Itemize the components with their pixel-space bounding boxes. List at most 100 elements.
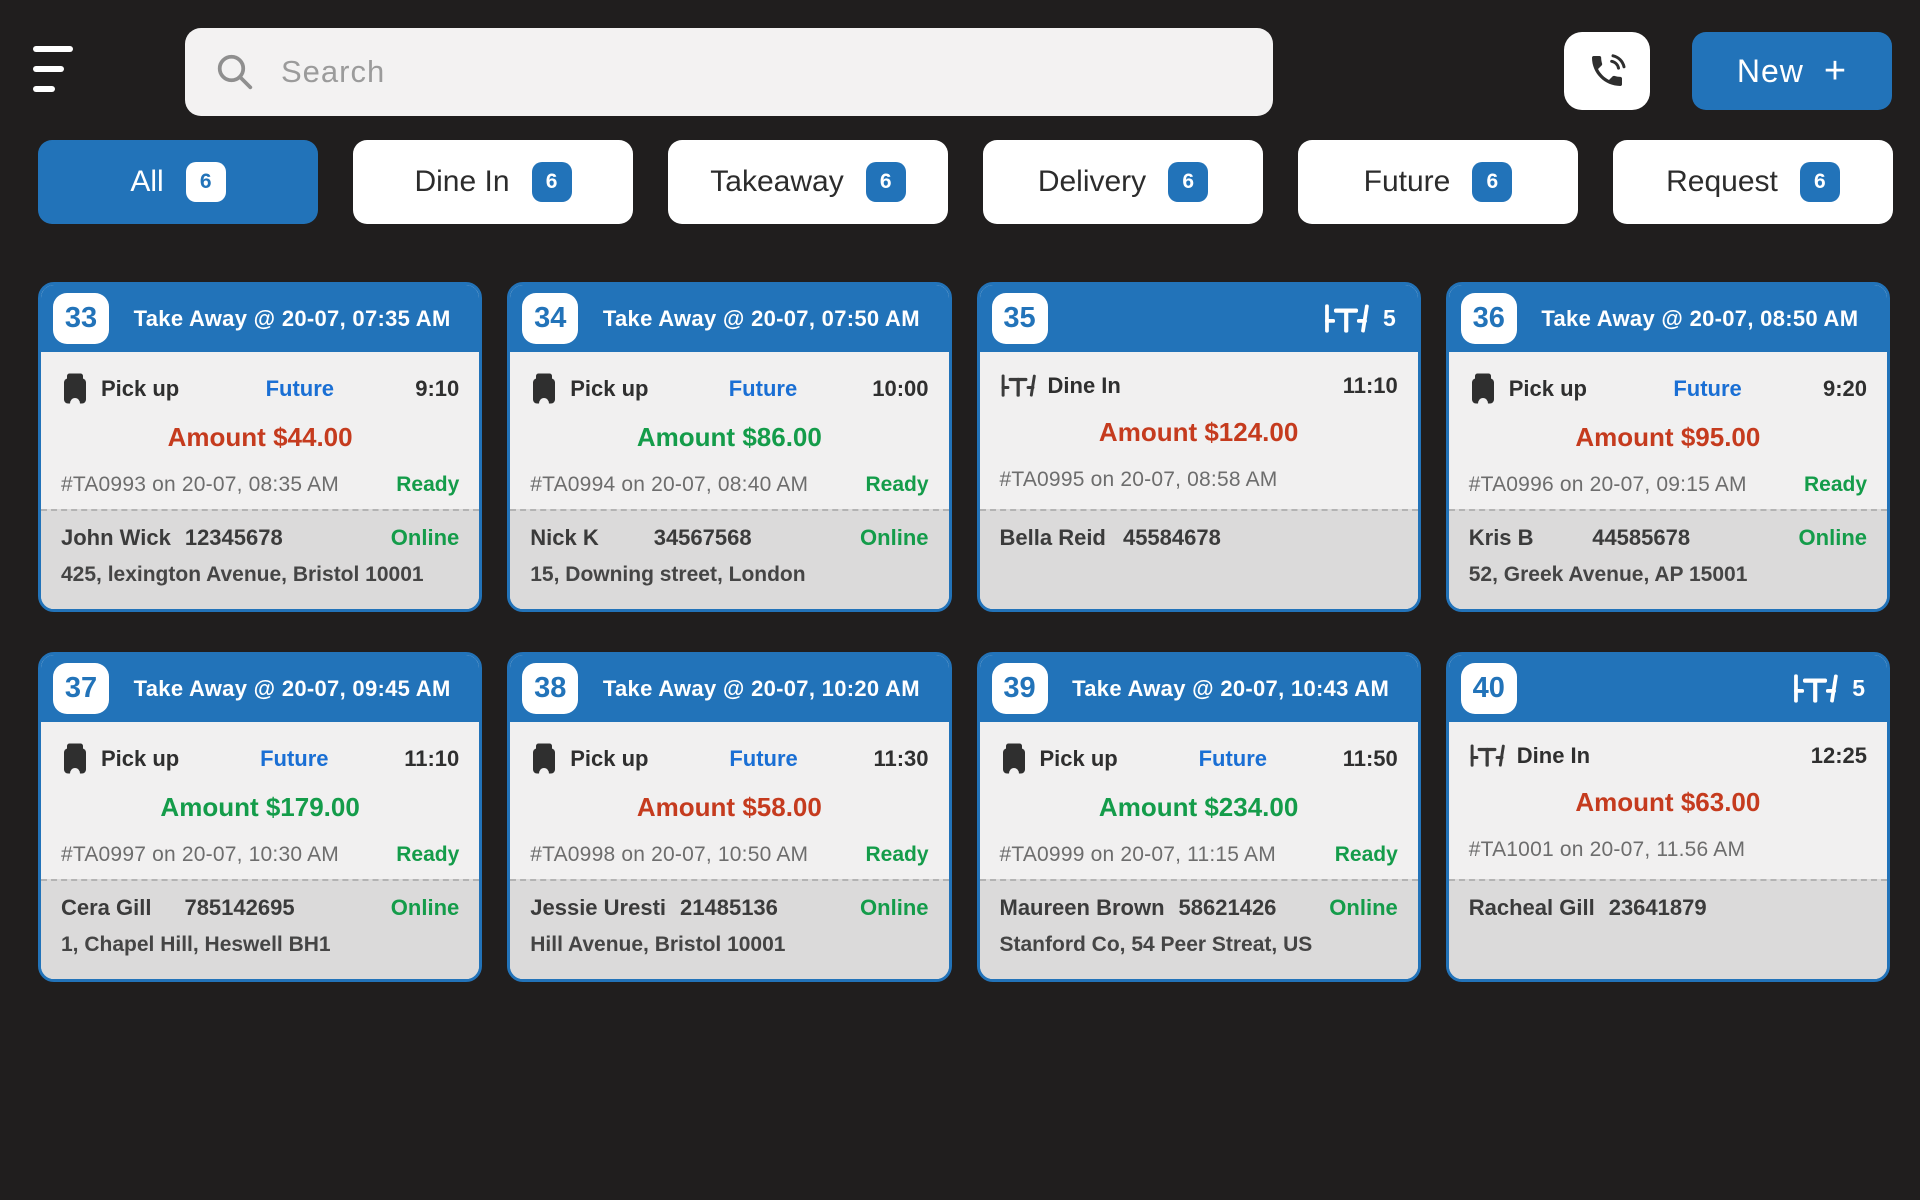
new-order-button[interactable]: New + bbox=[1692, 32, 1892, 110]
online-status: Online bbox=[390, 525, 460, 550]
order-id-line: #TA0996 on 20-07, 09:15 AM bbox=[1468, 473, 1747, 496]
service-type: Pick up bbox=[530, 372, 653, 405]
phone-icon bbox=[1592, 54, 1626, 86]
customer-name: Nick K bbox=[530, 525, 599, 550]
guest-count: 5 bbox=[1382, 305, 1396, 331]
amount: Amount $44.00 bbox=[167, 422, 353, 452]
order-number-badge: 35 bbox=[991, 293, 1048, 344]
service-label: Pick up bbox=[1508, 375, 1587, 401]
service-type: Pick up bbox=[61, 742, 184, 775]
phone-call-button[interactable] bbox=[1564, 32, 1650, 110]
customer-phone: 58621426 bbox=[1178, 895, 1277, 920]
service-type: Pick up bbox=[61, 372, 184, 405]
order-header-title: Take Away @ 20-07, 10:20 AM bbox=[602, 675, 920, 701]
pickup-bag-icon bbox=[64, 743, 86, 774]
order-card-header: 36 Take Away @ 20-07, 08:50 AM bbox=[1448, 285, 1887, 352]
order-id-line: #TA1001 on 20-07, 11.56 AM bbox=[1468, 838, 1746, 861]
amount: Amount $63.00 bbox=[1575, 787, 1761, 817]
order-card-body: Pick up Future 9:20 Amount $95.00 #TA099… bbox=[1449, 352, 1887, 509]
tab-request[interactable]: Request 6 bbox=[1613, 140, 1893, 224]
service-label: Pick up bbox=[101, 745, 180, 771]
customer-name: Jessie Uresti bbox=[530, 895, 667, 920]
future-label: Future bbox=[260, 745, 329, 771]
tab-label: Dine In bbox=[414, 165, 510, 198]
due-time: 11:10 bbox=[404, 745, 460, 771]
order-card[interactable]: 34 Take Away @ 20-07, 07:50 AM bbox=[507, 282, 952, 612]
tab-future[interactable]: Future 6 bbox=[1298, 140, 1578, 224]
tab-count-badge: 6 bbox=[1472, 162, 1513, 202]
plus-icon: + bbox=[1823, 50, 1848, 92]
customer-phone: 12345678 bbox=[184, 525, 283, 550]
pickup-bag-icon bbox=[533, 373, 556, 404]
customer-address: 425, lexington Avenue, Bristol 10001 bbox=[61, 563, 424, 586]
new-order-label: New bbox=[1736, 52, 1804, 89]
order-card[interactable]: 36 Take Away @ 20-07, 08:50 AM bbox=[1445, 282, 1890, 612]
top-bar: New + bbox=[0, 0, 1920, 140]
tab-count-badge: 6 bbox=[1799, 162, 1840, 202]
online-status: Online bbox=[1798, 525, 1867, 550]
service-label: Pick up bbox=[101, 375, 180, 401]
customer-address: 15, Downing street, London bbox=[530, 563, 806, 586]
tab-label: All bbox=[130, 165, 164, 198]
order-header-title: Take Away @ 20-07, 09:45 AM bbox=[133, 675, 451, 701]
amount: Amount $58.00 bbox=[636, 792, 822, 822]
tab-dine-in[interactable]: Dine In 6 bbox=[353, 140, 633, 224]
customer-name: Maureen Brown bbox=[999, 895, 1165, 920]
order-card[interactable]: 38 Take Away @ 20-07, 10:20 AM bbox=[507, 652, 952, 982]
header-guests-group: 5 bbox=[1323, 301, 1406, 337]
amount: Amount $234.00 bbox=[1098, 792, 1299, 822]
tab-count-badge: 6 bbox=[531, 162, 572, 202]
order-card-header: 38 Take Away @ 20-07, 10:20 AM bbox=[510, 655, 949, 722]
customer-phone: 44585678 bbox=[1592, 525, 1691, 550]
online-status: Online bbox=[860, 525, 929, 550]
order-card-body: Pick up Future 9:10 Amount $44.00 #TA099… bbox=[41, 352, 479, 509]
online-status: Online bbox=[390, 895, 460, 920]
future-label: Future bbox=[729, 745, 798, 771]
customer-name: John Wick bbox=[61, 525, 171, 550]
order-card[interactable]: 39 Take Away @ 20-07, 10:43 AM bbox=[976, 652, 1421, 982]
order-card[interactable]: 33 Take Away @ 20-07, 07:35 AM bbox=[38, 282, 483, 612]
order-id-line: #TA0995 on 20-07, 08:58 AM bbox=[999, 468, 1278, 491]
due-time: 10:00 bbox=[872, 375, 929, 401]
due-time: 12:25 bbox=[1810, 743, 1867, 768]
order-header-title: Take Away @ 20-07, 07:35 AM bbox=[133, 305, 451, 331]
order-card[interactable]: 37 Take Away @ 20-07, 09:45 AM bbox=[38, 652, 483, 982]
order-card-footer: Nick K 34567568 Online 15, Downing stree… bbox=[510, 509, 949, 609]
future-label: Future bbox=[728, 375, 798, 401]
ready-status: Ready bbox=[1334, 843, 1398, 866]
service-type: Pick up bbox=[530, 742, 653, 775]
order-card[interactable]: 40 5 bbox=[1445, 652, 1890, 982]
order-card-body: Pick up Future 11:30 Amount $58.00 #TA09… bbox=[510, 722, 948, 879]
dine-in-table-icon bbox=[1794, 673, 1838, 703]
service-label: Dine In bbox=[1516, 743, 1591, 768]
amount: Amount $179.00 bbox=[160, 792, 360, 822]
due-time: 9:10 bbox=[415, 375, 460, 401]
future-label: Future bbox=[1673, 375, 1742, 401]
search-bar[interactable] bbox=[185, 28, 1273, 116]
order-header-title: Take Away @ 20-07, 08:50 AM bbox=[1541, 305, 1859, 331]
tab-all[interactable]: All 6 bbox=[38, 140, 318, 224]
due-time: 9:20 bbox=[1822, 375, 1867, 401]
search-input[interactable] bbox=[281, 54, 1243, 90]
service-label: Dine In bbox=[1047, 373, 1121, 398]
order-card-footer: Bella Reid 45584678 bbox=[979, 509, 1418, 609]
order-number-badge: 37 bbox=[53, 663, 109, 714]
order-card-body: Dine In 12:25 Amount $63.00 #TA1001 on 2… bbox=[1449, 722, 1887, 879]
order-card-footer: Cera Gill 785142695 Online 1, Chapel Hil… bbox=[41, 879, 480, 979]
ready-status: Ready bbox=[865, 473, 929, 496]
order-card-body: Pick up Future 11:10 Amount $179.00 #TA0… bbox=[41, 722, 479, 879]
order-card[interactable]: 35 5 bbox=[976, 282, 1421, 612]
order-number-badge: 33 bbox=[53, 293, 109, 344]
tab-delivery[interactable]: Delivery 6 bbox=[983, 140, 1263, 224]
menu-icon[interactable] bbox=[33, 46, 77, 92]
order-card-footer: Jessie Uresti 21485136 Online Hill Avenu… bbox=[510, 879, 949, 979]
customer-address: 1, Chapel Hill, Heswell BH1 bbox=[61, 933, 331, 956]
tab-count-badge: 6 bbox=[865, 162, 906, 202]
order-id-line: #TA0997 on 20-07, 10:30 AM bbox=[61, 843, 340, 866]
tab-count-badge: 6 bbox=[1168, 162, 1209, 202]
due-time: 11:30 bbox=[873, 745, 929, 771]
customer-phone: 23641879 bbox=[1608, 895, 1707, 920]
service-type: Dine In bbox=[1000, 372, 1123, 400]
pickup-bag-icon bbox=[1002, 743, 1025, 774]
tab-takeaway[interactable]: Takeaway 6 bbox=[668, 140, 948, 224]
